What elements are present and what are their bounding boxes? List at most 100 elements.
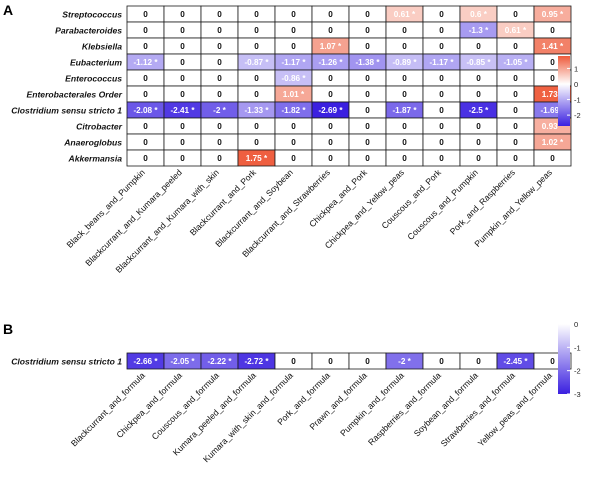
cell-value-label: 0 [180,90,185,99]
row-label-clostridium-sensu-stricto-1: Clostridium sensu stricto 1 [11,106,122,116]
cell-value-label: 0 [180,74,185,83]
cell-value-label: 0 [180,154,185,163]
cell-value-label: -1.33 * [244,106,269,115]
cell-value-label: 1.02 * [542,138,564,147]
row-label-enterococcus: Enterococcus [65,74,122,84]
cell-value-label: 1.07 * [320,42,342,51]
cell-value-label: 0 [365,154,370,163]
cell-value-label: -1.17 * [429,58,454,67]
cell-value-label: 0 [180,138,185,147]
cell-value-label: 0 [291,26,296,35]
row-label-klebsiella: Klebsiella [82,42,122,52]
color-legend-b: 0 -1 -2 -3 [558,320,581,399]
cell-value-label: 0 [402,138,407,147]
cell-value-label: 0 [328,10,333,19]
cell-value-label: 0 [476,122,481,131]
cell-value-label: 0 [143,42,148,51]
cell-value-label: 0 [439,154,444,163]
cell-value-label: 0 [550,154,555,163]
cell-value-label: 0 [550,58,555,67]
cell-value-label: 0 [217,42,222,51]
cell-value-label: 0 [217,10,222,19]
cell-value-label: 0 [217,58,222,67]
cell-value-label: 0 [254,74,259,83]
cell-value-label: 0 [402,42,407,51]
row-label-clostridium-sensu-stricto-1: Clostridium sensu stricto 1 [11,357,122,367]
cell-value-label: 1.73 * [542,90,564,99]
cell-value-label: 0.61 * [394,10,416,19]
cell-value-label: 0 [217,122,222,131]
cell-value-label: 0 [254,26,259,35]
cell-value-label: 1.75 * [246,154,268,163]
cell-value-label: 0 [217,138,222,147]
row-label-akkermansia: Akkermansia [67,154,122,164]
cell-value-label: 0 [402,90,407,99]
legend-tick-label: -1 [574,96,581,105]
cell-value-label: 0 [254,42,259,51]
cell-value-label: 0 [328,74,333,83]
cell-value-label: 0 [143,138,148,147]
cell-value-label: 0 [217,26,222,35]
heatmap-panel-b: Clostridium sensu stricto 1 -2.66 * -2.05 … [11,352,572,464]
cell-value-label: 0 [328,138,333,147]
cell-value-label: 0 [402,74,407,83]
cell-value-label: 0 [513,10,518,19]
cell-value-label: 0 [291,154,296,163]
legend-tick-label: 1 [574,64,578,73]
cell-value-label: 0 [365,74,370,83]
cell-value-label: 0 [180,42,185,51]
column-label-pork-and-raspberries: Pork_and_Raspberries [448,167,517,236]
cell-value-label: 0 [402,26,407,35]
cell-value-label: 0 [402,154,407,163]
cell-value-label: 0 [365,26,370,35]
cell-value-label: -1.12 * [133,58,158,67]
cell-value-label: 0 [439,26,444,35]
cell-value-label: 0 [143,26,148,35]
cell-value-label: 0 [291,122,296,131]
cell-value-label: 0 [439,106,444,115]
cell-value-label: 0 [254,138,259,147]
panel-label-a: A [3,2,13,18]
cell-value-label: 0.95 * [542,10,564,19]
cell-value-label: -2.05 * [170,357,195,366]
cell-value-label: 0 [328,122,333,131]
cell-value-label: 0 [328,154,333,163]
cell-value-label: 0 [476,90,481,99]
legend-tick-label: 0 [574,80,578,89]
row-label-parabacteroides: Parabacteroides [55,26,122,36]
color-legend-a: 1 0 -1 -2 [558,56,581,126]
color-scale-bar [558,324,570,394]
cell-value-label: 0.6 * [470,10,488,19]
column-label-pumpkin-and-formula: Pumpkin_and_formula [338,370,406,438]
cell-value-label: 0 [513,90,518,99]
cell-value-label: 0 [254,122,259,131]
cell-value-label: -2.45 * [503,357,528,366]
cell-value-label: 0 [291,42,296,51]
cell-value-label: -1.26 * [318,58,343,67]
cell-value-label: 0 [365,10,370,19]
legend-tick-label: -3 [574,390,581,399]
cell-value-label: -1.3 * [469,26,489,35]
cell-value-label: 1.01 * [283,90,305,99]
cell-value-label: 0 [513,122,518,131]
cell-value-label: 0 [143,10,148,19]
cell-value-label: 1.41 * [542,42,564,51]
cell-value-label: 0 [365,90,370,99]
cell-value-label: 0 [476,154,481,163]
legend-tick-label: -2 [574,367,581,376]
cell-value-label: -2.41 * [170,106,195,115]
cell-value-label: 0 [513,42,518,51]
column-label-soybean-and-formula: Soybean_and_formula [412,370,480,438]
cell-value-label: 0 [513,74,518,83]
cell-value-label: 0 [365,106,370,115]
cell-value-label: -1.05 * [503,58,528,67]
cell-value-label: 0 [476,138,481,147]
cell-value-label: -1.69 * [540,106,565,115]
cell-value-label: 0 [217,74,222,83]
cell-value-label: -0.87 * [244,58,269,67]
heatmap-panel-a: Streptococcus Parabacteroides Klebsiella Eu… [11,5,572,275]
cell-value-label: 0 [476,42,481,51]
column-label-blackcurrant-and-formula: Blackcurrant_and_formula [69,370,147,448]
cell-value-label: 0 [143,122,148,131]
cell-value-label: 0 [513,106,518,115]
